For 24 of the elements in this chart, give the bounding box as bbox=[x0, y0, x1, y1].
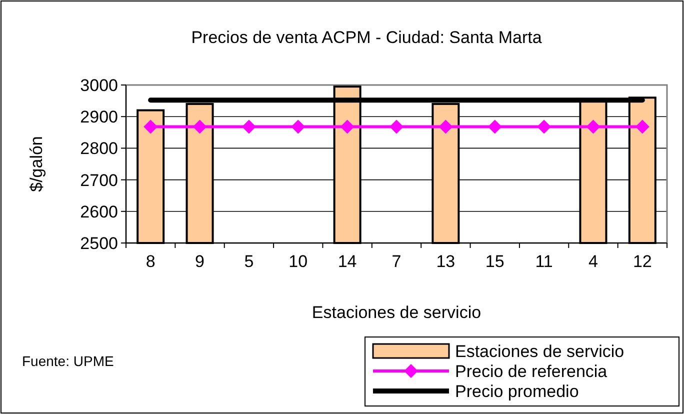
source-note: Fuente: UPME bbox=[22, 353, 114, 369]
y-axis-title: $/galón bbox=[27, 136, 46, 192]
x-tick-label: 13 bbox=[436, 252, 456, 271]
x-tick-label: 8 bbox=[146, 252, 156, 271]
x-tick-label: 7 bbox=[392, 252, 402, 271]
x-tick-label: 11 bbox=[535, 252, 553, 271]
x-tick-label: 12 bbox=[632, 252, 652, 271]
x-tick-label: 4 bbox=[588, 252, 598, 271]
legend-label: Estaciones de servicio bbox=[455, 342, 624, 361]
y-tick-label: 2800 bbox=[80, 139, 118, 158]
y-tick-label: 2500 bbox=[80, 234, 118, 253]
x-tick-label: 14 bbox=[338, 252, 357, 271]
y-tick-label: 2600 bbox=[80, 202, 118, 222]
y-tick-label: 2700 bbox=[80, 170, 118, 190]
x-axis-title: Estaciones de servicio bbox=[312, 303, 482, 322]
legend-label: Precio promedio bbox=[455, 382, 579, 401]
x-tick-label: 9 bbox=[195, 252, 205, 271]
legend-label: Precio de referencia bbox=[455, 362, 608, 381]
x-tick-label: 10 bbox=[288, 252, 308, 271]
y-tick-label: 3000 bbox=[80, 76, 118, 95]
x-tick-label: 5 bbox=[244, 252, 254, 271]
chart-title: Precios de venta ACPM - Ciudad: Santa Marta bbox=[191, 28, 542, 47]
y-tick-label: 2900 bbox=[80, 108, 118, 127]
x-tick-label: 15 bbox=[485, 252, 504, 271]
